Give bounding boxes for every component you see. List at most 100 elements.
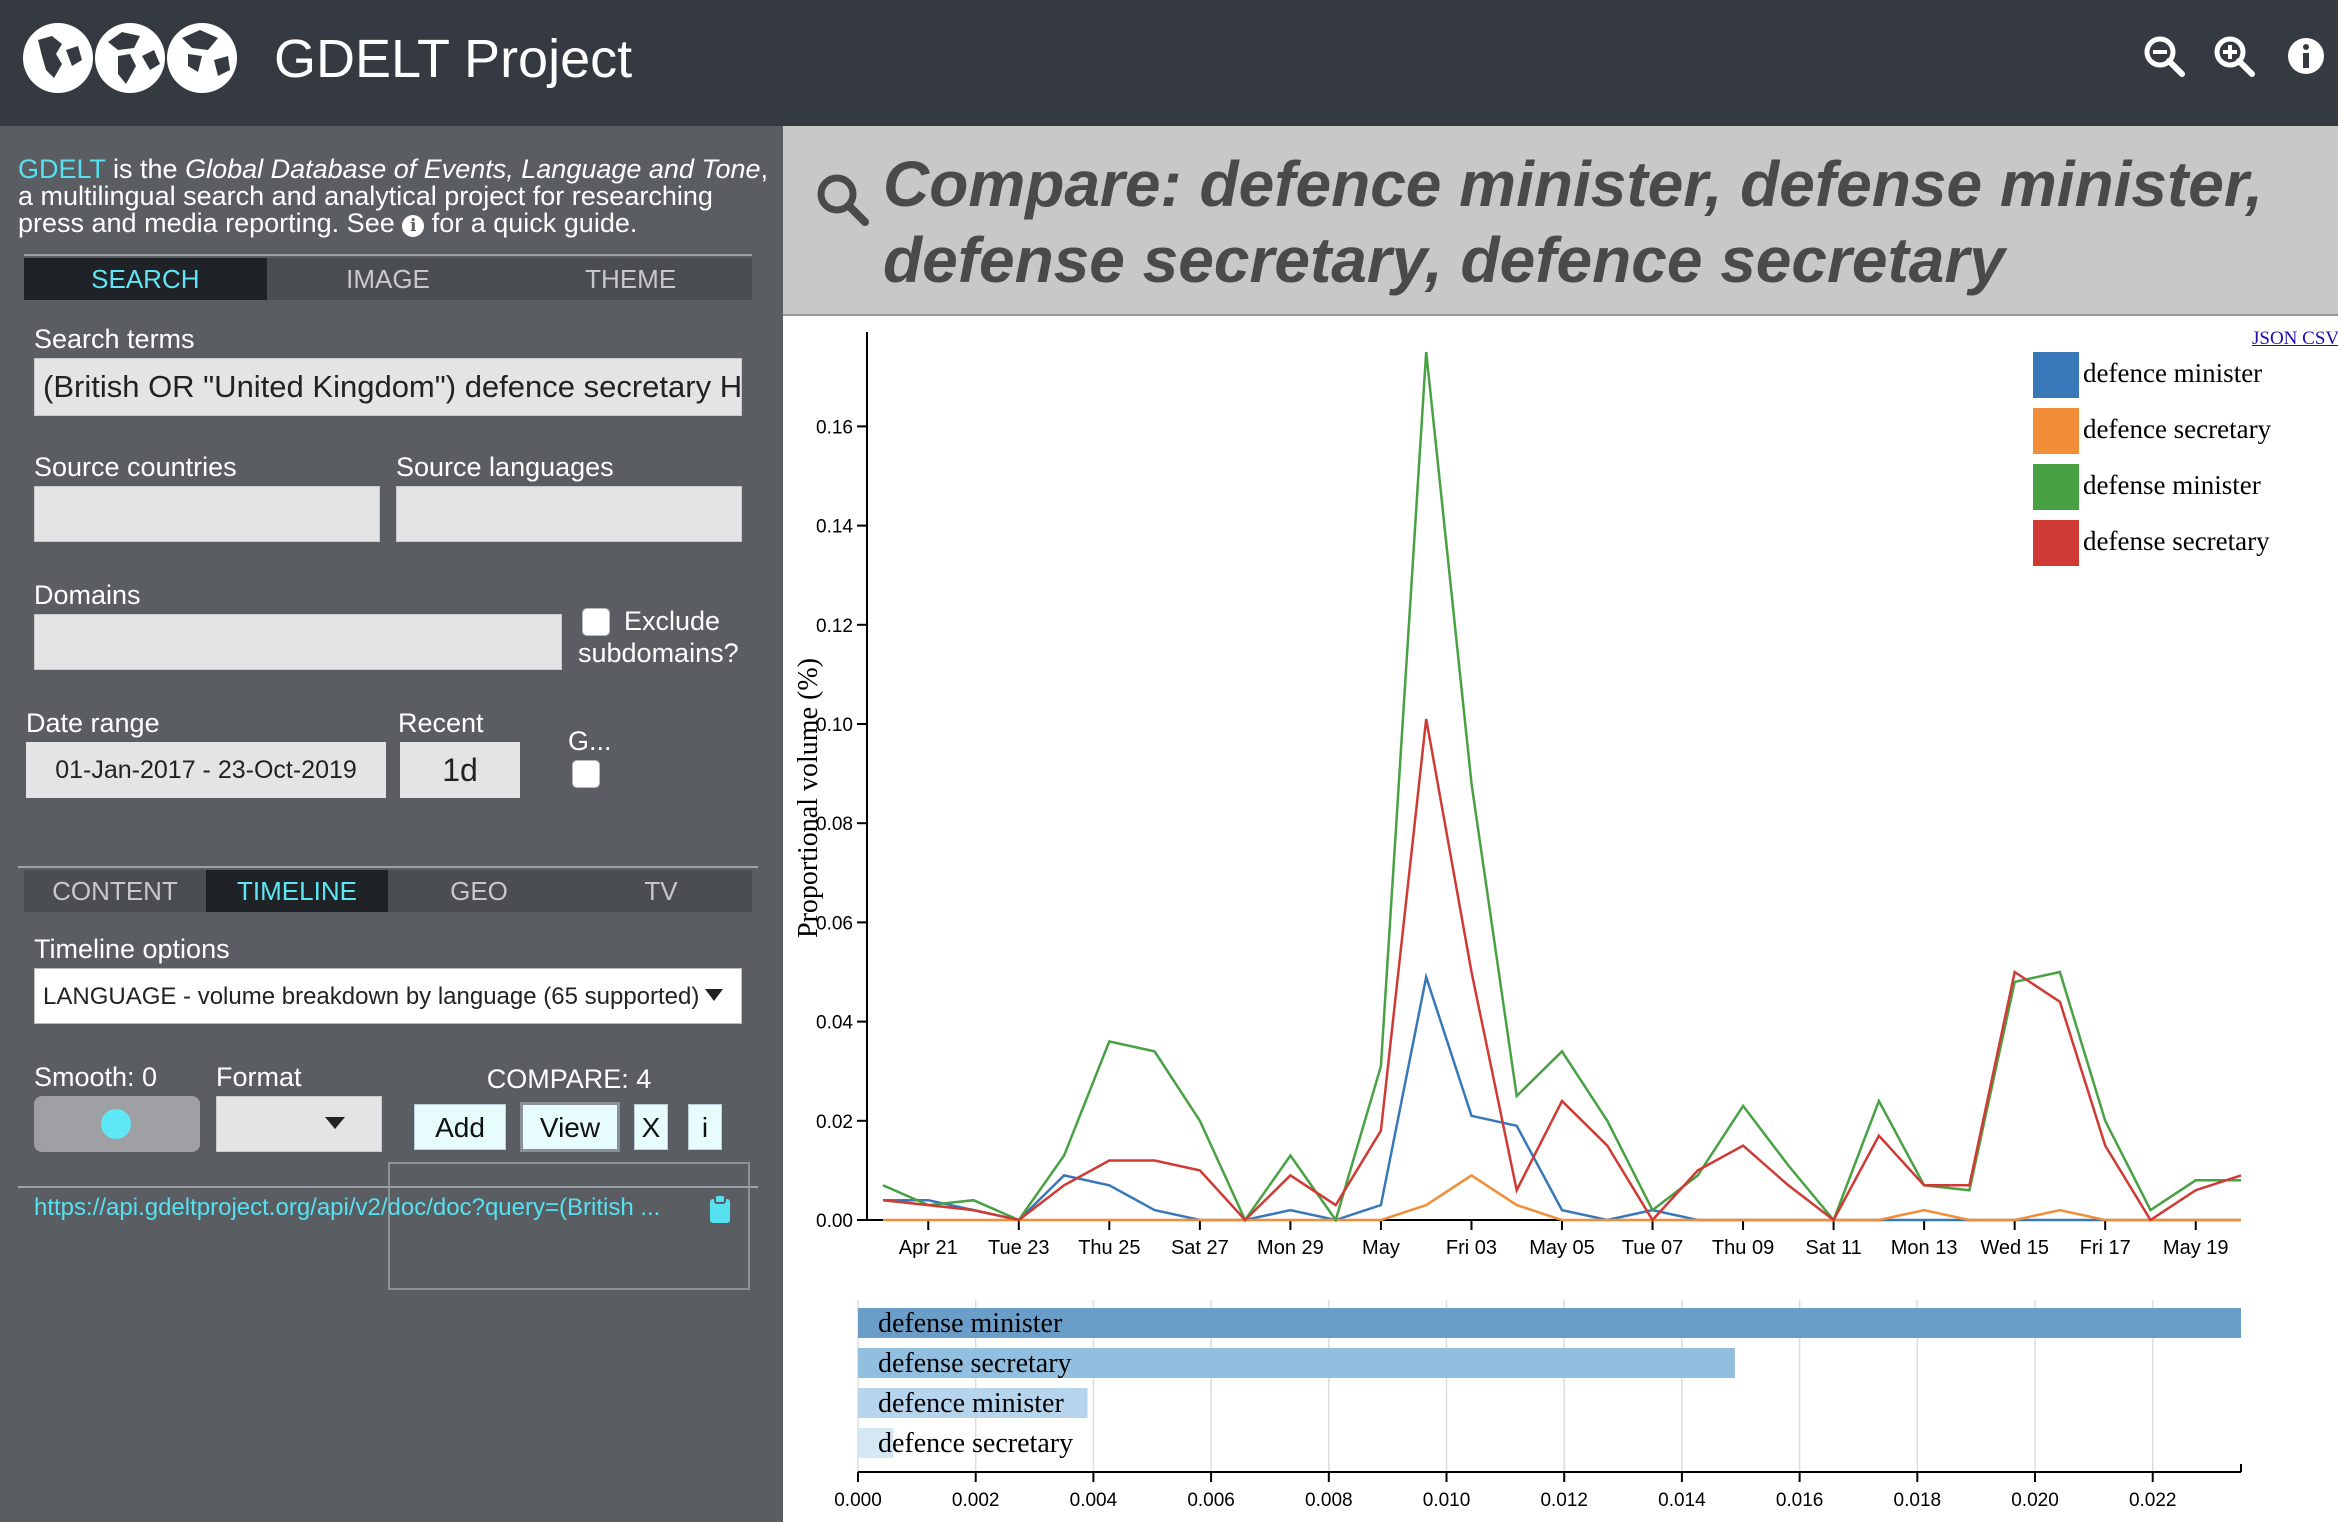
search-terms-input[interactable]: (British OR "United Kingdom") defence se… bbox=[34, 358, 742, 416]
series-line-defence-secretary[interactable] bbox=[883, 1173, 2241, 1222]
smooth-slider-handle[interactable] bbox=[101, 1109, 131, 1139]
bar-label: defense secretary bbox=[878, 1348, 1072, 1379]
guide-info-icon[interactable]: i bbox=[402, 215, 425, 237]
x-tick-label: 0.002 bbox=[952, 1490, 1000, 1511]
output-tabs: CONTENT TIMELINE GEO TV bbox=[24, 870, 752, 912]
timeline-options-value: LANGUAGE - volume breakdown by language … bbox=[43, 983, 700, 1010]
y-tick-label: 0.14 bbox=[816, 517, 853, 538]
bar-label: defence minister bbox=[878, 1388, 1064, 1419]
x-tick-label: 0.006 bbox=[1187, 1490, 1235, 1511]
series-line-defense-secretary[interactable] bbox=[882, 718, 2242, 1223]
source-countries-input[interactable] bbox=[34, 486, 380, 542]
compare-clear-button[interactable]: X bbox=[634, 1104, 668, 1150]
series-line-defense-minister[interactable] bbox=[882, 351, 2241, 1223]
tab-image[interactable]: IMAGE bbox=[346, 264, 430, 294]
bar-defense-secretary[interactable] bbox=[858, 1348, 1735, 1378]
legend-swatch bbox=[2033, 520, 2079, 566]
format-label: Format bbox=[216, 1062, 302, 1092]
y-tick-label: 0.02 bbox=[816, 1112, 853, 1133]
smooth-slider[interactable] bbox=[34, 1096, 200, 1152]
x-tick-label: Mon 13 bbox=[1891, 1237, 1958, 1259]
clipboard-icon[interactable] bbox=[708, 1194, 732, 1224]
domains-input[interactable] bbox=[34, 614, 562, 670]
gdelt-link[interactable]: GDELT bbox=[18, 154, 106, 184]
y-tick-label: 0.04 bbox=[816, 1013, 853, 1034]
x-tick-label: 0.022 bbox=[2129, 1490, 2177, 1511]
tab-timeline[interactable]: TIMELINE bbox=[206, 870, 388, 912]
domains-label: Domains bbox=[34, 580, 141, 610]
timeline-options-label: Timeline options bbox=[34, 934, 230, 964]
x-tick-label: Thu 25 bbox=[1078, 1237, 1140, 1259]
x-tick-label: May 05 bbox=[1529, 1237, 1595, 1259]
smooth-label: Smooth: 0 bbox=[34, 1062, 158, 1092]
top-bar: GDELT Project bbox=[0, 0, 2338, 126]
bar-defence-minister[interactable] bbox=[858, 1388, 1088, 1418]
dropdown-arrow-icon bbox=[325, 1117, 345, 1129]
info-icon[interactable] bbox=[2284, 34, 2328, 78]
compare-add-button[interactable]: Add bbox=[414, 1104, 506, 1150]
tab-theme[interactable]: THEME bbox=[585, 264, 677, 294]
x-tick-label: Fri 17 bbox=[2080, 1237, 2131, 1259]
tab-search[interactable]: SEARCH bbox=[24, 258, 267, 300]
x-tick-label: 0.014 bbox=[1658, 1490, 1706, 1511]
x-tick-label: 0.020 bbox=[2011, 1490, 2059, 1511]
legend-label: defense secretary bbox=[2083, 526, 2270, 556]
exclude-subdomains-checkbox[interactable] bbox=[582, 608, 610, 636]
search-icon bbox=[817, 174, 869, 226]
mode-tabs: SEARCH IMAGE THEME bbox=[24, 258, 752, 300]
search-terms-label: Search terms bbox=[34, 324, 195, 354]
legend-label: defense minister bbox=[2083, 470, 2261, 500]
bar-defense-minister[interactable] bbox=[858, 1308, 2241, 1338]
y-tick-label: 0.06 bbox=[816, 913, 853, 934]
y-tick-label: 0.08 bbox=[816, 814, 853, 835]
y-axis-label: Proportional volume (%) bbox=[793, 658, 824, 938]
api-url-link[interactable]: https://api.gdeltproject.org/api/v2/doc/… bbox=[34, 1194, 661, 1221]
export-csv-link[interactable]: CSV bbox=[2302, 328, 2338, 349]
x-tick-label: May 19 bbox=[2163, 1237, 2229, 1259]
query-title: Compare: defence minister, defense minis… bbox=[883, 146, 2323, 298]
divider bbox=[24, 254, 752, 256]
export-json-link[interactable]: JSON bbox=[2252, 328, 2298, 349]
bar-defence-secretary[interactable] bbox=[858, 1428, 894, 1458]
query-title-line2: defense secretary, defence secretary bbox=[883, 224, 2005, 296]
zoom-out-icon[interactable] bbox=[2142, 34, 2186, 78]
x-tick-label: Tue 23 bbox=[988, 1237, 1050, 1259]
source-languages-label: Source languages bbox=[396, 452, 614, 482]
x-tick-label: 0.000 bbox=[834, 1490, 882, 1511]
x-tick-label: 0.012 bbox=[1540, 1490, 1588, 1511]
compare-count: COMPARE: 4 bbox=[486, 1064, 652, 1094]
g-label: G... bbox=[568, 726, 612, 756]
x-tick-label: Mon 29 bbox=[1257, 1237, 1324, 1259]
query-title-line1: Compare: defence minister, defense minis… bbox=[883, 148, 2264, 220]
x-tick-label: Apr 21 bbox=[899, 1237, 958, 1259]
zoom-in-icon[interactable] bbox=[2212, 34, 2256, 78]
tab-geo[interactable]: GEO bbox=[450, 876, 508, 906]
source-languages-input[interactable] bbox=[396, 486, 742, 542]
sidebar: GDELT is the Global Database of Events, … bbox=[0, 126, 783, 1522]
recent-selector[interactable]: 1d bbox=[400, 742, 520, 798]
x-tick-label: 0.010 bbox=[1423, 1490, 1471, 1511]
subdomains-label: subdomains? bbox=[578, 638, 739, 668]
timeline-options-select[interactable]: LANGUAGE - volume breakdown by language … bbox=[34, 968, 742, 1024]
x-tick-label: Tue 07 bbox=[1622, 1237, 1684, 1259]
y-tick-label: 0.10 bbox=[816, 715, 853, 736]
g-checkbox[interactable] bbox=[572, 760, 600, 788]
dropdown-arrow-icon bbox=[705, 989, 723, 1001]
legend-label: defence minister bbox=[2083, 358, 2262, 388]
compare-view-button[interactable]: View bbox=[520, 1102, 620, 1152]
x-tick-label: 0.018 bbox=[1894, 1490, 1942, 1511]
x-tick-label: 0.008 bbox=[1305, 1490, 1353, 1511]
query-header: Compare: defence minister, defense minis… bbox=[783, 126, 2338, 316]
x-tick-label: May bbox=[1362, 1237, 1400, 1259]
tab-tv[interactable]: TV bbox=[644, 876, 678, 906]
compare-info-button[interactable]: i bbox=[688, 1104, 722, 1150]
tab-content[interactable]: CONTENT bbox=[52, 876, 178, 906]
bar-label: defense minister bbox=[878, 1308, 1063, 1339]
y-tick-label: 0.12 bbox=[816, 616, 853, 637]
date-range-picker[interactable]: 01-Jan-2017 - 23-Oct-2019 bbox=[26, 742, 386, 798]
bar-label: defence secretary bbox=[878, 1428, 1073, 1459]
format-select[interactable] bbox=[216, 1096, 382, 1152]
x-tick-label: Fri 03 bbox=[1446, 1237, 1497, 1259]
legend-swatch bbox=[2033, 408, 2079, 454]
export-links: JSON CSV bbox=[2252, 328, 2338, 350]
